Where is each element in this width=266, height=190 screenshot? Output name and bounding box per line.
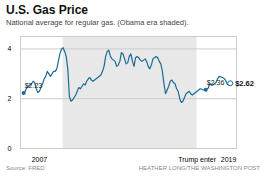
svg-text:2: 2 [8,95,12,102]
html-text:Source: FRED: Source: FRED [6,165,45,171]
html-text:U.S. Gas Price: U.S. Gas Price [6,3,88,17]
html-text:National average for regular g: National average for regular gas. (Obama… [6,18,189,27]
svg-text:4: 4 [8,45,12,52]
svg-text:2019: 2019 [221,156,237,163]
svg-text:Trump enter: Trump enter [178,156,217,164]
svg-text:2007: 2007 [32,156,48,163]
svg-text:$2.62: $2.62 [235,79,254,88]
html-text:HEATHER LONG/THE WASHINGTON PO: HEATHER LONG/THE WASHINGTON POST [138,165,260,171]
svg-text:0: 0 [8,145,12,152]
svg-text:$2.36: $2.36 [207,79,225,86]
svg-text:$2.23: $2.23 [25,82,43,89]
